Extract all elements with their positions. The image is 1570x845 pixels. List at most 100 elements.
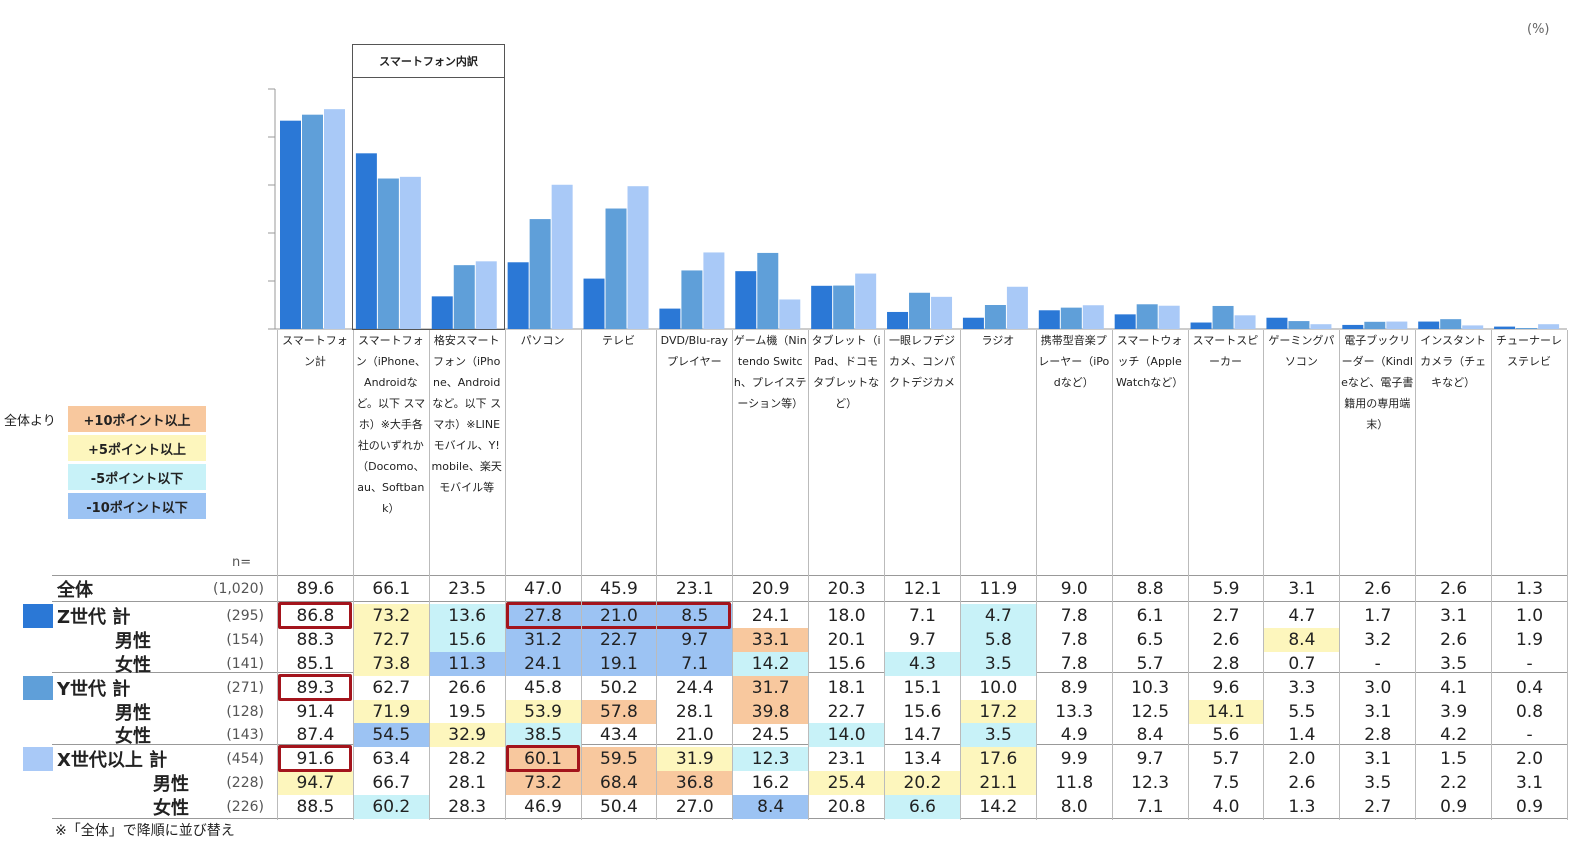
category-label: スマートフォン（iPhone、Androidなど。以下 スマホ）※大手各社のいず… [355, 334, 426, 515]
table-cell: - [1374, 653, 1381, 674]
table-cell: 9.6 [1212, 677, 1240, 698]
table-cell: 25.4 [809, 771, 885, 795]
bar [887, 311, 909, 329]
column-divider [1263, 330, 1265, 820]
bar [931, 296, 953, 329]
table-cell: 5.9 [1212, 578, 1240, 599]
row-label: 女性 [153, 797, 189, 819]
table-cell: 14.2 [979, 796, 1018, 817]
legend-item: +5ポイント以上 [68, 435, 206, 461]
bar [1234, 315, 1256, 329]
table-cell: 28.3 [448, 796, 487, 817]
bar [1364, 321, 1386, 329]
row-label: 男性 [115, 630, 151, 652]
table-cell: 86.8 [296, 605, 335, 626]
row-n: (143) [226, 726, 264, 743]
bar [431, 296, 453, 329]
table-cell: 13.4 [903, 748, 942, 769]
bar [1114, 314, 1136, 329]
row-n: (271) [226, 679, 264, 696]
bar [833, 285, 855, 329]
table-cell: 94.7 [278, 771, 353, 795]
bar [377, 178, 399, 329]
row-label: Y世代 計 [57, 678, 131, 700]
table-cell: 24.4 [675, 677, 714, 698]
row-n: (154) [226, 631, 264, 648]
table-cell: 3.5 [960, 652, 1036, 676]
bar [811, 285, 833, 329]
table-cell: 7.1 [657, 652, 733, 676]
row-n: (228) [226, 774, 264, 791]
bar [583, 278, 605, 329]
table-cell: 3.0 [1364, 677, 1392, 698]
table-cell: 8.0 [1060, 796, 1088, 817]
category-label: DVD/Blu-rayプレイヤー [660, 334, 728, 368]
table-cell: 9.7 [908, 629, 936, 650]
table-cell: 2.6 [1440, 629, 1468, 650]
category-label: 電子ブックリーダー（Kindleなど、電子書籍用の専用端末） [1341, 334, 1414, 431]
table-cell: 89.3 [296, 677, 335, 698]
table-cell: 3.5 [960, 723, 1036, 747]
table-cell: - [1526, 724, 1533, 745]
table-cell: 15.6 [903, 701, 942, 722]
bar [1494, 326, 1516, 329]
table-cell: 5.6 [1212, 724, 1240, 745]
bar [529, 219, 551, 329]
bar [779, 299, 801, 329]
table-rule [52, 575, 1567, 576]
table-cell: 2.6 [1288, 772, 1316, 793]
table-cell: 2.8 [1364, 724, 1392, 745]
table-cell: 20.8 [827, 796, 866, 817]
table-cell: 63.4 [372, 748, 411, 769]
table-cell: - [1526, 653, 1533, 674]
category-label: チューナーレステレビ [1496, 334, 1563, 368]
row-n: (128) [226, 703, 264, 720]
column-divider [1111, 330, 1113, 820]
table-cell: 47.0 [524, 578, 562, 599]
table-cell: 15.1 [903, 677, 942, 698]
table-cell: 4.0 [1212, 796, 1240, 817]
table-cell: 31.2 [505, 628, 581, 652]
table-cell: 18.0 [827, 605, 866, 626]
bar [453, 265, 475, 329]
column-divider [352, 330, 354, 820]
table-cell: 28.1 [675, 701, 714, 722]
bar [1440, 319, 1462, 329]
table-cell: 2.6 [1440, 578, 1468, 599]
unit-label: (%) [1527, 22, 1550, 37]
bar [1190, 322, 1212, 329]
bar [735, 271, 757, 329]
legend-item: -10ポイント以下 [68, 493, 206, 519]
table-cell: 6.6 [885, 795, 960, 819]
table-cell: 31.7 [733, 676, 809, 700]
category-label: インスタントカメラ（チェキなど） [1420, 334, 1487, 389]
table-cell: 60.2 [353, 795, 429, 819]
table-cell: 11.9 [979, 578, 1018, 599]
table-cell: 1.9 [1515, 629, 1544, 650]
table-cell: 27.8 [505, 604, 581, 628]
table-cell: 4.7 [1288, 605, 1316, 626]
table-cell: 20.3 [827, 578, 866, 599]
bar [1038, 310, 1060, 329]
table-cell: 17.2 [960, 700, 1036, 724]
table-cell: 1.4 [1288, 724, 1316, 745]
bar [627, 186, 649, 329]
table-cell: 8.5 [657, 604, 733, 628]
table-cell: 5.8 [960, 628, 1036, 652]
column-divider [277, 330, 278, 820]
table-cell: 7.8 [1060, 653, 1088, 674]
table-cell: 85.1 [296, 653, 335, 674]
table-cell: 73.8 [353, 652, 429, 676]
bar [280, 120, 301, 330]
bar [984, 305, 1006, 329]
table-cell: 1.5 [1440, 748, 1468, 769]
table-cell: 5.7 [1212, 748, 1240, 769]
table-cell: 3.3 [1288, 677, 1316, 698]
bar [355, 153, 377, 329]
row-n: (454) [226, 750, 264, 767]
bar [1212, 305, 1234, 329]
table-cell: 12.3 [1131, 772, 1170, 793]
category-label: 一眼レフデジカメ、コンパクトデジカメ [888, 334, 955, 389]
table-cell: 10.3 [1131, 677, 1170, 698]
table-cell: 22.7 [827, 701, 866, 722]
